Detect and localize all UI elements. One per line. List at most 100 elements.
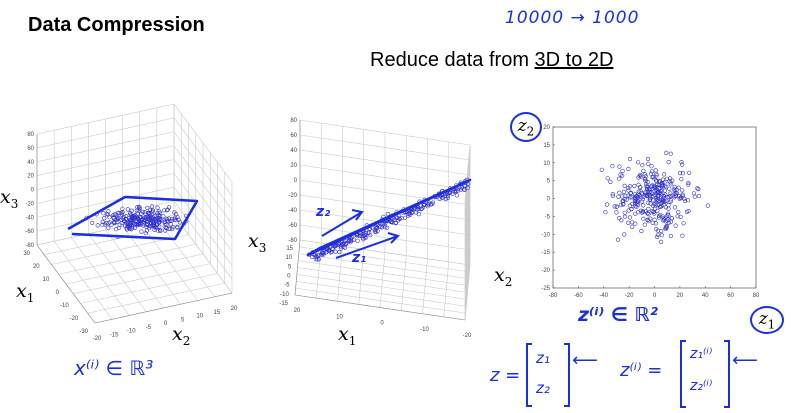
data-point: [355, 238, 360, 243]
data-point: [643, 177, 648, 182]
slide-title: Data Compression: [28, 14, 205, 36]
data-point: [106, 225, 111, 230]
z-tick-label: 20: [27, 174, 34, 180]
x2-tick-label: 10: [196, 314, 203, 320]
y-tick-label: 20: [543, 125, 550, 131]
x-tick-label: 60: [727, 293, 734, 299]
data-point: [655, 228, 661, 233]
data-point: [334, 243, 339, 248]
data-point: [114, 213, 119, 218]
z2-arrow-icon: [321, 209, 364, 237]
data-point: [641, 168, 646, 173]
data-point: [648, 201, 653, 206]
data-point: [658, 201, 664, 206]
data-point: [425, 204, 430, 209]
slide-subtitle: Reduce data from 3D to 2D: [370, 49, 613, 72]
data-point: [658, 179, 663, 184]
data-point: [672, 195, 677, 200]
data-point: [636, 182, 641, 187]
data-point: [115, 216, 120, 222]
data-point: [116, 225, 122, 230]
data-point: [655, 185, 660, 190]
x-tick-label: -40: [599, 293, 608, 299]
x2-tick-label: -15: [110, 332, 119, 338]
data-point: [385, 225, 390, 230]
data-point: [643, 190, 648, 195]
grid-line: [298, 260, 469, 286]
data-point: [174, 212, 179, 217]
data-point: [450, 191, 455, 196]
data-point: [142, 215, 147, 220]
data-point: [452, 188, 457, 193]
data-point: [659, 197, 665, 202]
data-point: [123, 214, 129, 219]
data-point: [337, 249, 342, 255]
x2-tick-label: -5: [146, 325, 152, 331]
data-point: [153, 218, 158, 223]
x2-tick-label: -10: [127, 329, 136, 335]
z-tick-label: -60: [288, 223, 297, 229]
data-point: [672, 205, 678, 210]
data-point: [632, 199, 638, 204]
data-point: [626, 188, 631, 193]
grid-line: [443, 261, 450, 317]
grid-line: [173, 131, 233, 210]
data-point: [100, 219, 105, 225]
data-point: [649, 164, 654, 169]
grid-line: [299, 119, 471, 146]
data-point: [662, 199, 668, 204]
data-point: [617, 216, 622, 221]
data-point: [360, 233, 365, 239]
data-point: [678, 214, 683, 219]
data-point: [389, 219, 394, 224]
data-point: [677, 171, 683, 176]
data-point: [666, 206, 671, 211]
data-point: [639, 228, 644, 234]
x2-tick-label: 0: [164, 321, 168, 327]
data-point: [705, 203, 710, 208]
y-tick-label: 15: [543, 143, 550, 149]
data-point: [328, 250, 333, 255]
data-point: [165, 219, 170, 224]
subtitle-prefix: Reduce data from: [370, 49, 535, 71]
data-point: [137, 218, 142, 223]
data-point: [167, 226, 172, 231]
data-point: [454, 189, 459, 194]
data-point: [603, 210, 608, 215]
z-tick-label: 20: [290, 163, 297, 169]
data-point: [630, 201, 635, 206]
data-point: [632, 197, 638, 202]
data-point: [640, 209, 646, 214]
data-point: [95, 223, 100, 228]
data-point: [132, 219, 137, 224]
data-point: [664, 176, 670, 181]
data-point: [658, 204, 663, 209]
y-tick-label: 0: [547, 197, 551, 203]
data-point: [628, 191, 633, 196]
data-point: [615, 237, 621, 242]
data-point: [686, 170, 692, 175]
data-point: [680, 171, 686, 176]
z-tick-label: -80: [288, 238, 297, 244]
x1-tick-label: 0: [287, 274, 291, 280]
z-tick-label: -20: [288, 193, 297, 199]
data-point: [117, 211, 122, 216]
data-point: [168, 222, 173, 227]
data-point: [419, 206, 424, 211]
data-point: [649, 169, 655, 174]
data-point: [668, 199, 673, 204]
data-point: [90, 220, 95, 225]
plot-3d-middle: 80 60 40 20 0 -20 -40 -60 -80 15 10 5 0 -5 -10 -15 20 10 0…: [279, 118, 472, 339]
data-point: [640, 163, 645, 168]
data-point: [627, 184, 633, 189]
mid-x1-label: x1: [338, 323, 357, 348]
data-point: [646, 219, 651, 224]
data-point: [665, 211, 671, 216]
data-point: [633, 221, 638, 226]
data-point: [619, 173, 625, 178]
data-point: [127, 222, 132, 227]
data-point: [158, 228, 163, 234]
grid-line: [36, 145, 175, 176]
data-point: [372, 228, 378, 233]
data-point: [614, 204, 619, 209]
